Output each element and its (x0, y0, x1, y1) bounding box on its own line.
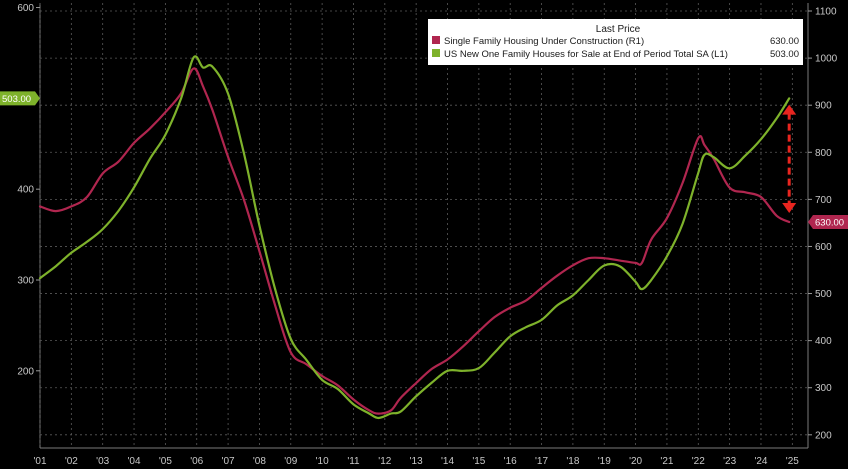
right-tick-label: 400 (815, 336, 832, 347)
x-tick-label: '15 (472, 456, 485, 467)
right-tick-label: 200 (815, 430, 832, 441)
left-tick-label: 600 (17, 3, 34, 14)
x-tick-label: '10 (316, 456, 329, 467)
x-tick-label: '09 (284, 456, 297, 467)
series-line-under-construction (38, 67, 791, 415)
legend-background (428, 19, 803, 65)
right-tick-label: 800 (815, 148, 832, 159)
x-tick-label: '03 (96, 456, 109, 467)
right-tick-label: 900 (815, 101, 832, 112)
grid (39, 3, 809, 449)
right-tick-label: 300 (815, 383, 832, 394)
last-value-tag-right: 630.00 (808, 214, 848, 229)
x-tick-label: '24 (754, 456, 767, 467)
x-tick-label: '18 (566, 456, 579, 467)
left-tick-label: 200 (17, 366, 34, 377)
annotation-arrow-head-down (782, 202, 797, 213)
right-tick-label: 600 (815, 242, 832, 253)
right-tick-label: 500 (815, 289, 832, 300)
right-tick-label: 1000 (815, 54, 838, 65)
legend-swatch-for-sale (432, 49, 440, 57)
legend-value-under-construction: 630.00 (770, 36, 799, 47)
x-tick-label: '05 (159, 456, 172, 467)
left-tick-label: 300 (17, 275, 34, 286)
x-tick-label: '11 (347, 456, 360, 467)
left-tick-label: 400 (17, 185, 34, 196)
x-tick-label: '25 (786, 456, 799, 467)
legend-label-under-construction: Single Family Housing Under Construction… (444, 36, 644, 47)
left-axis: 200 300 400 600 (17, 3, 40, 377)
x-tick-label: '13 (410, 456, 423, 467)
x-tick-label: '08 (253, 456, 266, 467)
legend-title: Last Price (596, 24, 641, 35)
annotation-group (782, 104, 797, 213)
legend-value-for-sale: 503.00 (770, 49, 799, 60)
last-value-tag-text: 503.00 (2, 94, 31, 105)
x-axis: '01 '02 '03 '04 '05 '06 '07 '08 '09 '10 '11 '12 '13 '… (33, 456, 799, 467)
x-tick-label: '06 (190, 456, 203, 467)
last-value-tag-text: 630.00 (815, 217, 844, 228)
x-tick-label: '22 (692, 456, 705, 467)
legend-label-for-sale: US New One Family Houses for Sale at End… (444, 49, 728, 60)
x-tick-label: '20 (629, 456, 642, 467)
last-value-tag-shape (0, 91, 40, 106)
x-tick-label: '02 (65, 456, 78, 467)
x-tick-label: '01 (33, 456, 46, 467)
x-tick-label: '19 (598, 456, 611, 467)
value-tags: 630.00 503.00 (0, 91, 848, 229)
right-tick-label: 700 (815, 195, 832, 206)
series-line-for-sale (38, 55, 791, 420)
last-value-tag-shape (808, 214, 848, 229)
legend: Last Price Single Family Housing Under C… (428, 19, 803, 65)
x-tick-label: '14 (441, 456, 454, 467)
x-tick-label: '12 (378, 456, 391, 467)
x-tick-label: '04 (128, 456, 141, 467)
x-tick-label: '21 (660, 456, 673, 467)
x-tick-label: '07 (222, 456, 235, 467)
x-tick-label: '16 (504, 456, 517, 467)
last-value-tag-left: 503.00 (0, 91, 40, 106)
series-group (38, 55, 791, 420)
x-tick-label: '23 (723, 456, 736, 467)
annotation-arrow-head-up (782, 104, 797, 115)
legend-swatch-under-construction (432, 36, 440, 44)
right-axis: 200 300 400 500 600 700 800 900 1000 1100 (808, 7, 838, 441)
right-tick-label: 1100 (815, 7, 837, 18)
x-tick-label: '17 (535, 456, 548, 467)
